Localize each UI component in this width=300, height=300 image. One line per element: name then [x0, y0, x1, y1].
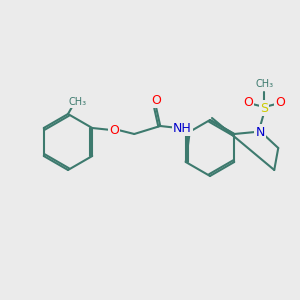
Text: NH: NH	[173, 122, 192, 134]
Text: O: O	[151, 94, 161, 106]
Text: CH₃: CH₃	[255, 79, 273, 89]
Text: O: O	[275, 95, 285, 109]
Text: S: S	[260, 101, 268, 115]
Text: O: O	[109, 124, 119, 136]
Text: CH₃: CH₃	[69, 97, 87, 107]
Text: N: N	[256, 125, 265, 139]
Text: O: O	[243, 95, 253, 109]
